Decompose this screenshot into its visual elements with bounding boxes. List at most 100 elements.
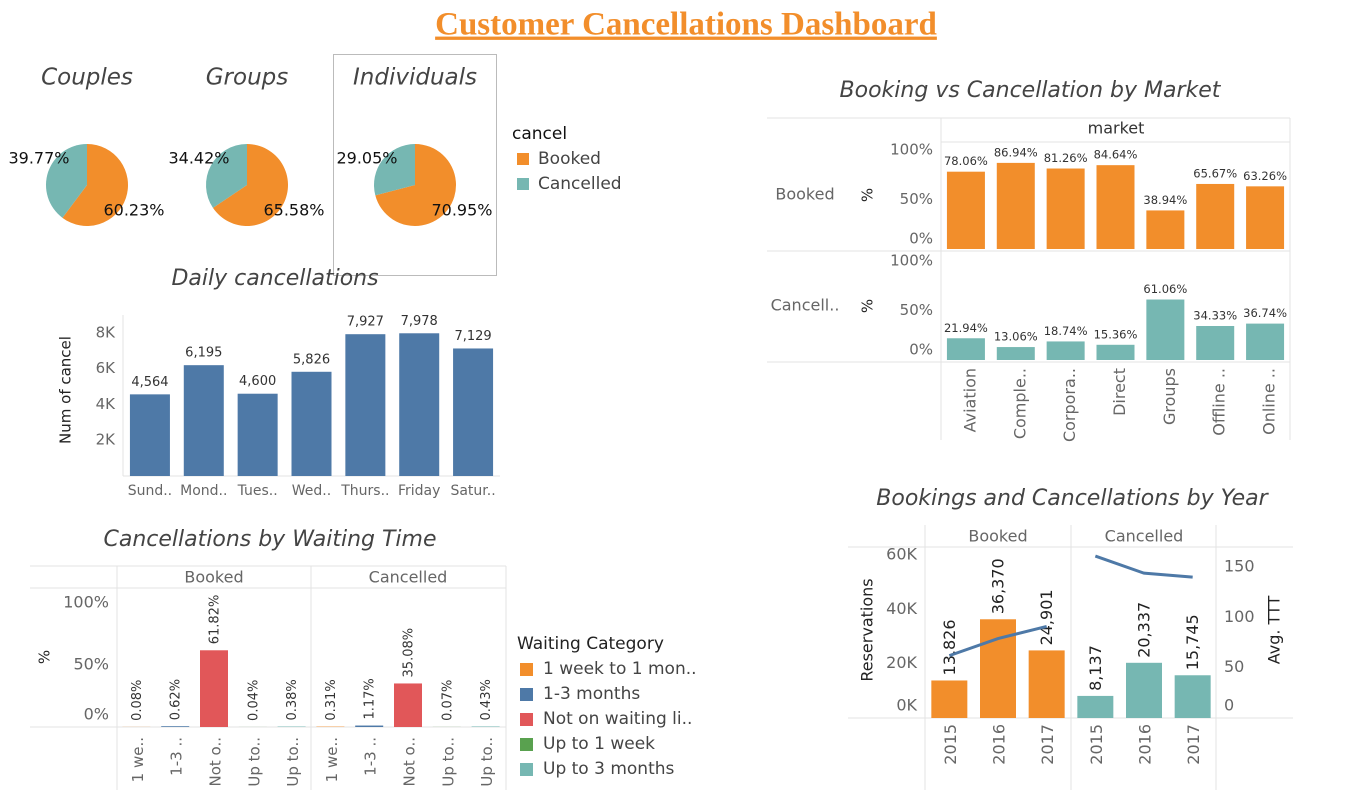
- selection-box: [333, 54, 497, 276]
- y-axis-label: %: [859, 188, 877, 202]
- bar: [453, 348, 494, 476]
- x-tick-label: 2015: [941, 724, 960, 765]
- value-label: 61.82%: [208, 595, 223, 645]
- pie-slice: [375, 144, 456, 227]
- legend-label: Not on waiting li..: [543, 709, 692, 729]
- legend-swatch: [520, 738, 533, 751]
- x-tick-label: Online ..: [1260, 368, 1279, 435]
- bar: [1028, 650, 1065, 718]
- value-label: 81.26%: [1044, 151, 1088, 165]
- legend-label: Cancelled: [538, 174, 622, 194]
- waiting-frame: [30, 565, 507, 790]
- y2-tick-label: 0: [1224, 696, 1234, 715]
- y-axis-label: Reservations: [858, 578, 877, 681]
- y-tick-label: 20K: [886, 653, 917, 672]
- bar: [1096, 165, 1135, 249]
- facet-header: Booked: [184, 568, 243, 587]
- pie-slice: [212, 144, 288, 227]
- bar: [931, 680, 968, 718]
- pie-slice: [46, 144, 87, 218]
- legend-swatch: [520, 713, 533, 726]
- bar: [237, 393, 278, 476]
- x-tick-label: 2016: [990, 724, 1009, 765]
- legend-label: Up to 1 week: [543, 734, 655, 754]
- y-tick-label: 2K: [96, 431, 117, 449]
- value-label: 13.06%: [994, 330, 1038, 344]
- value-label: 0.07%: [440, 680, 455, 721]
- y2-axis-label: Avg. TTT: [1265, 595, 1284, 664]
- x-tick-label: 1 we..: [129, 737, 147, 782]
- x-tick-label: Thurs..: [340, 483, 389, 499]
- x-tick-label: Not o..: [401, 737, 419, 787]
- x-tick-label: 2017: [1184, 724, 1203, 765]
- x-tick-label: Comple..: [1010, 368, 1029, 439]
- y-tick-label: 100%: [890, 251, 933, 269]
- bar: [1126, 662, 1162, 718]
- y-tick-label: 4K: [96, 395, 117, 413]
- y-tick-label: 8K: [96, 323, 117, 341]
- value-label: 0.08%: [130, 680, 145, 721]
- legend-title: Waiting Category: [517, 634, 664, 654]
- chart-title: Booking vs Cancellation by Market: [840, 78, 1222, 103]
- value-label: 18.74%: [1044, 324, 1088, 338]
- bar: [1246, 186, 1285, 249]
- value-label: 0.38%: [285, 679, 300, 720]
- bar: [399, 333, 440, 476]
- y2-tick-label: 100: [1224, 607, 1255, 626]
- pie-label: 29.05%: [336, 149, 397, 168]
- value-label: 4,600: [239, 374, 276, 389]
- value-label: 0.04%: [246, 680, 261, 721]
- bar: [161, 726, 190, 727]
- value-label: 7,978: [401, 314, 438, 329]
- y-axis-label: %: [859, 299, 877, 313]
- y2-tick-label: 150: [1224, 557, 1255, 576]
- value-label: 7,129: [454, 329, 491, 344]
- bar: [1174, 675, 1211, 718]
- legend-swatch: [520, 688, 533, 701]
- x-tick-label: Tues..: [237, 483, 278, 499]
- bar: [1096, 344, 1135, 360]
- value-label: 78.06%: [944, 154, 988, 168]
- bar: [946, 338, 985, 360]
- value-label: 0.31%: [324, 679, 339, 720]
- y-tick-label: 100%: [63, 592, 109, 611]
- column-header: market: [1088, 119, 1145, 138]
- facet-header: Cancelled: [1105, 527, 1184, 546]
- value-label: 13,826: [940, 619, 959, 675]
- value-label: 1.17%: [363, 678, 378, 719]
- pie-slice: [206, 144, 247, 208]
- value-label: 15.36%: [1094, 327, 1138, 341]
- x-tick-label: Not o..: [207, 737, 225, 787]
- legend-label: Up to 3 months: [543, 759, 675, 779]
- bar: [1146, 299, 1185, 360]
- value-label: 36,370: [989, 558, 1008, 614]
- value-label: 6,195: [185, 346, 222, 361]
- legend-swatch: [520, 763, 533, 776]
- bar: [1196, 325, 1235, 360]
- y2-tick-label: 50: [1224, 657, 1244, 676]
- y-tick-label: 0%: [909, 230, 933, 248]
- y-tick-label: 60K: [886, 545, 917, 564]
- bar: [1046, 168, 1085, 249]
- y-axis-label: %: [36, 650, 54, 664]
- pie-title: Couples: [41, 65, 133, 91]
- legend-label: 1-3 months: [543, 684, 640, 704]
- x-tick-label: Up to..: [478, 737, 496, 787]
- x-tick-label: Up to..: [284, 737, 302, 787]
- bar: [345, 334, 386, 476]
- x-tick-label: Mond..: [180, 483, 227, 499]
- chart-title: Daily cancellations: [171, 266, 378, 291]
- legend-swatch: [520, 663, 533, 676]
- x-tick-label: Satur..: [450, 483, 495, 499]
- line: [1094, 554, 1193, 579]
- value-label: 36.74%: [1243, 306, 1287, 320]
- year-frame: [848, 525, 1293, 790]
- chart-title: Cancellations by Waiting Time: [104, 527, 437, 552]
- facet-header: Booked: [968, 527, 1027, 546]
- value-label: 20,337: [1135, 602, 1154, 658]
- x-tick-label: 2016: [1136, 724, 1155, 765]
- value-label: 61.06%: [1143, 282, 1187, 296]
- value-label: 38.94%: [1143, 193, 1187, 207]
- bar: [946, 171, 985, 249]
